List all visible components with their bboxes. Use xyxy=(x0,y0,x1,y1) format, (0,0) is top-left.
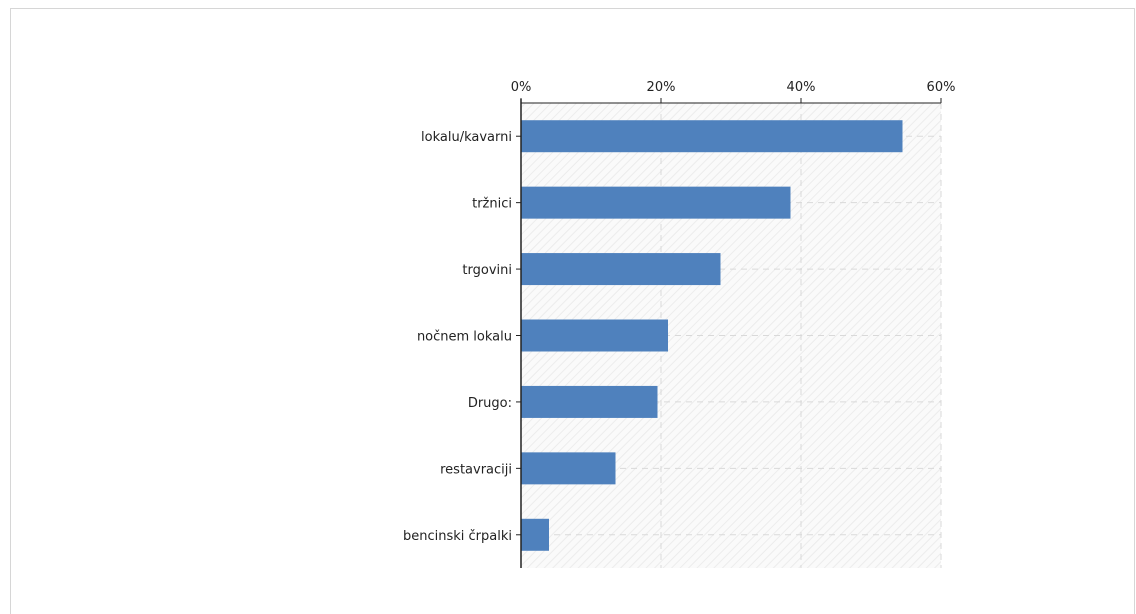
x-tick-labels: 0% 20% 40% 60% xyxy=(511,80,956,95)
category-label: trgovini xyxy=(462,263,512,278)
bar xyxy=(521,385,658,418)
bar xyxy=(521,186,791,219)
bar xyxy=(521,319,668,352)
bar xyxy=(521,253,721,286)
x-tick-label: 0% xyxy=(511,80,532,95)
bar xyxy=(521,518,549,551)
x-tick-label: 40% xyxy=(787,80,816,95)
category-labels: lokalu/kavarni tržnici trgovini nočnem loka… xyxy=(403,130,512,544)
bars xyxy=(521,120,903,551)
x-tick-label: 20% xyxy=(647,80,676,95)
axes xyxy=(516,98,942,568)
category-label: Drugo: xyxy=(468,396,512,411)
bar xyxy=(521,452,616,485)
x-tick-label: 60% xyxy=(927,80,956,95)
category-label: nočnem lokalu xyxy=(417,330,512,345)
bar xyxy=(521,120,903,153)
category-label: tržnici xyxy=(472,197,512,212)
category-label: restavraciji xyxy=(440,462,512,477)
category-label: lokalu/kavarni xyxy=(421,130,512,145)
category-label: bencinski črpalki xyxy=(403,529,512,544)
